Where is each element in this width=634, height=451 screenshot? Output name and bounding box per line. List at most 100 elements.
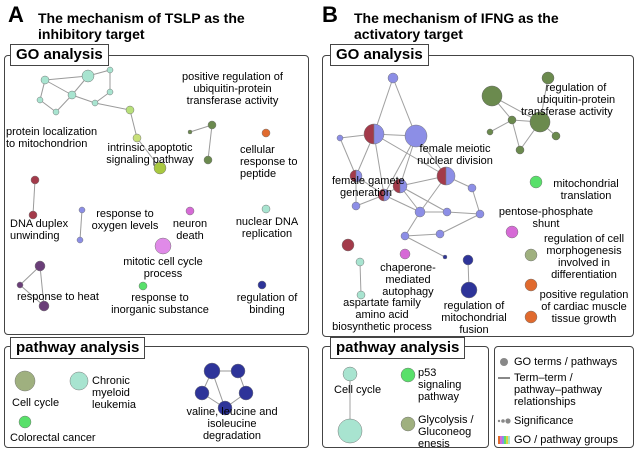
label-b-mito-translation-1: mitochondrial [553, 178, 619, 190]
label-a-apoptotic-1: intrinsic apoptotic [107, 142, 193, 154]
label-a-cellular-3: peptide [240, 168, 277, 180]
legend-group-color-3 [502, 436, 504, 444]
label-b-fusion-3: fusion [459, 324, 489, 336]
legend-edges-label-1: Term–term / [514, 372, 573, 384]
panel-b-title-line2: activatory target [354, 26, 463, 42]
label-b-p53-3: pathway [418, 391, 459, 403]
node-a-binding [257, 280, 267, 290]
node-a-protein-loc-5 [36, 96, 44, 104]
label-a-neuron-2: death [176, 230, 204, 242]
node-a-cellular-peptide [261, 128, 271, 138]
node-a-dna-duplex-1 [30, 175, 40, 185]
panel-a-pathway-title: pathway analysis [10, 337, 146, 359]
legend-nodes-label: GO terms / pathways [514, 356, 618, 368]
label-a-nuclear-1: nuclear DNA [235, 216, 299, 228]
label-a-cellular-2: response to [240, 156, 298, 168]
legend-edges-label-2: pathway–pathway [514, 384, 603, 396]
label-a-inorganic-1: response to [131, 292, 189, 304]
label-b-glycolysis-2: Gluconeog [418, 426, 472, 438]
panel-b-go-title: GO analysis [330, 44, 429, 66]
panel-a-letter: A [8, 2, 24, 27]
panel-a-pathway-box [4, 346, 309, 448]
legend-group-color-2 [500, 436, 502, 444]
panel-a-pathway-nodes [14, 362, 254, 429]
panel-a-go-box [4, 55, 309, 335]
label-a-protein-loc-2: to mitochondrion [6, 138, 88, 150]
label-b-morph-4: differentiation [551, 269, 617, 281]
node-b-ubiquitin-7 [486, 128, 494, 136]
label-b-fusion-1: regulation of [443, 300, 505, 312]
node-b-ubiquitin-5 [551, 131, 561, 141]
label-b-aspartate-1: aspartate family [343, 297, 421, 309]
node-b-aspartate-1 [355, 257, 365, 267]
panel-b-pathway-nodes [337, 366, 416, 444]
node-b-ubiquitin-4 [507, 115, 517, 125]
node-b-gamete-2 [349, 169, 363, 183]
panel-a-go-nodes [16, 66, 271, 312]
node-b-meiotic-9 [435, 229, 445, 239]
node-a-protein-loc-7 [91, 99, 99, 107]
label-b-aspartate-3: biosynthetic process [332, 321, 432, 333]
legend-box [494, 346, 634, 448]
node-b-glycolysis [400, 416, 416, 432]
label-b-aspartate-2: amino acid [355, 309, 409, 321]
node-b-fusion-1 [462, 254, 474, 266]
node-b-gamete-4 [377, 188, 391, 202]
node-b-meiotic-3 [336, 134, 344, 142]
node-b-gamete-6 [436, 166, 456, 186]
node-b-ubiquitin-6 [515, 145, 525, 155]
label-b-cardiac-1: positive regulation [539, 289, 629, 301]
label-b-mito-translation-2: translation [560, 190, 612, 202]
panel-b-go-nodes [336, 72, 543, 324]
node-a-neuron-death [185, 206, 195, 216]
node-a-apoptotic-2 [132, 133, 142, 143]
legend-edges-label-3: relationships [514, 396, 576, 408]
label-b-ubiquitin-3: transferase activity [521, 106, 613, 118]
label-a-apoptotic-2: signaling pathway [106, 154, 194, 166]
label-a-ubiquitin-1: positive regulation of [182, 71, 283, 83]
label-a-oxygen-1: response to [96, 208, 154, 220]
label-a-binding-2: binding [249, 304, 285, 316]
node-b-gamete-1 [363, 123, 385, 145]
label-b-ubiquitin-2: ubiquitin-protein [536, 94, 616, 106]
node-b-mito-translation [529, 175, 543, 189]
label-a-ubiquitin-3: transferase activity [186, 95, 279, 107]
legend-significance-label: Significance [514, 415, 574, 427]
node-a-protein-loc-2 [81, 69, 95, 83]
label-a-cell-cycle: Cell cycle [12, 397, 60, 409]
panel-a-title-line2: inhibitory target [38, 26, 145, 42]
node-a-mitotic [154, 237, 172, 255]
node-a-apoptotic-3 [153, 161, 167, 175]
label-a-ubiquitin-2: ubiquitin-protein [193, 83, 272, 95]
label-b-pentose-1: pentose-phosphate [498, 206, 594, 218]
node-b-meiotic-4 [414, 206, 426, 218]
label-a-valine-2: isoleucine [207, 418, 257, 430]
label-a-neuron-1: neuron [172, 218, 208, 230]
node-a-apoptotic-1 [125, 105, 135, 115]
node-b-p53 [400, 367, 416, 383]
label-a-colorectal: Colorectal cancer [10, 432, 96, 444]
node-b-morphogenesis [524, 248, 538, 262]
node-b-ubiquitin-2 [541, 71, 555, 85]
node-a-oxygen-2 [76, 236, 84, 244]
label-b-ubiquitin-1: regulation of [545, 82, 607, 94]
legend-groups-label: GO / pathway groups [514, 434, 618, 446]
label-b-p53-1: p53 [418, 367, 437, 379]
node-b-meiotic-8 [400, 231, 410, 241]
legend-node-symbol [500, 358, 508, 366]
legend-group-color-1 [498, 436, 500, 444]
node-a-valine-2 [230, 363, 246, 379]
node-b-gamete-5 [392, 178, 408, 194]
label-a-cellular-1: cellular [240, 144, 275, 156]
node-b-chaperone [399, 248, 411, 260]
panel-b-pathway-title: pathway analysis [330, 337, 466, 359]
label-a-cml-2: myeloid [92, 387, 130, 399]
legend-sig-dot-2 [501, 419, 505, 423]
node-b-cardiac-2 [524, 310, 538, 324]
node-a-cml [69, 371, 89, 391]
node-a-heat-2 [16, 281, 24, 289]
label-b-chaperone-3: autophagy [382, 286, 434, 298]
label-b-cell-cycle: Cell cycle [334, 384, 382, 396]
node-a-oxygen-1 [78, 206, 86, 214]
